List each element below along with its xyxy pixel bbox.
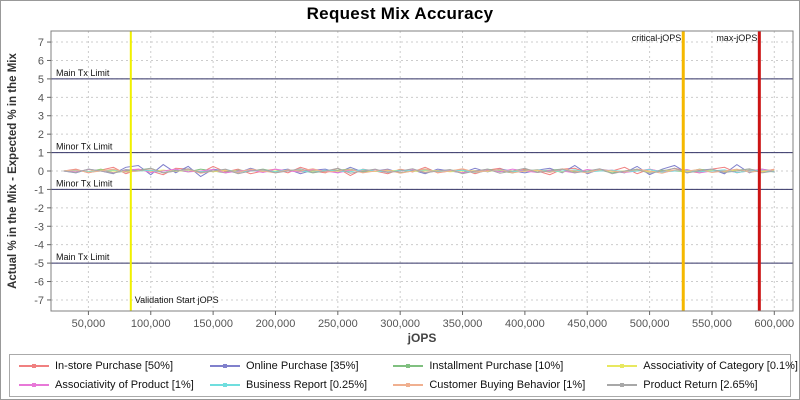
y-tick-label: 4 (38, 92, 44, 104)
legend-marker (19, 364, 49, 369)
max-jops-label: max-jOPS (716, 33, 757, 43)
validation-start-jops-label: Validation Start jOPS (135, 295, 219, 305)
legend-marker (210, 364, 240, 369)
limit-line-label: Minor Tx Limit (56, 178, 113, 188)
series-line (63, 167, 775, 175)
x-tick-label: 600,000 (754, 318, 794, 330)
x-tick-label: 300,000 (380, 318, 420, 330)
legend-marker (19, 382, 49, 387)
x-tick-label: 450,000 (567, 318, 607, 330)
y-tick-label: 5 (38, 74, 44, 86)
legend-marker (607, 364, 638, 369)
y-tick-label: 2 (38, 129, 44, 141)
y-tick-label: 3 (38, 111, 44, 123)
x-axis-label: jOPS (407, 331, 437, 345)
legend-marker (210, 382, 240, 387)
axes: 50,000 100,000 150,000 200,000 250,000 300,00… (34, 30, 794, 330)
legend-label: Online Purchase [35%] (246, 360, 359, 373)
legend-marker-shape (406, 382, 411, 387)
legend-item: Associativity of Category [0.1%] (606, 360, 798, 372)
legend-item: Business Report [0.25%] (209, 379, 392, 391)
legend-marker (393, 364, 424, 369)
y-tick-label: -1 (34, 184, 44, 196)
legend: In-store Purchase [50%] Online Purchase [… (9, 354, 798, 397)
limit-line-label: Main Tx Limit (56, 68, 110, 78)
legend-item: Product Return [2.65%] (606, 379, 782, 391)
legend-label: Product Return [2.65%] (643, 378, 758, 391)
x-tick-label: 100,000 (131, 318, 171, 330)
legend-marker (607, 382, 638, 387)
legend-item: Online Purchase [35%] (209, 360, 392, 372)
legend-item: Associativity of Product [1%] (18, 379, 209, 391)
chart-title: Request Mix Accuracy (306, 4, 494, 23)
legend-item: In-store Purchase [50%] (18, 360, 209, 372)
x-tick-label: 150,000 (193, 318, 233, 330)
y-tick-label: -4 (34, 240, 44, 252)
limit-line-label: Minor Tx Limit (56, 142, 113, 152)
legend-label: Business Report [0.25%] (246, 378, 368, 391)
y-tick-label: -6 (34, 277, 44, 289)
limit-lines: Main Tx Limit Minor Tx Limit Minor Tx Limi… (51, 68, 793, 264)
legend-marker-shape (32, 382, 36, 387)
legend-label: Associativity of Product [1%] (55, 378, 194, 391)
y-tick-label: 1 (38, 148, 44, 160)
legend-marker-shape (620, 364, 625, 369)
y-axis-label: Actual % in the Mix - Expected % in the … (7, 53, 19, 289)
legend-marker-shape (223, 382, 227, 387)
legend-marker-shape (223, 364, 227, 369)
x-tick-label: 400,000 (505, 318, 545, 330)
marker-lines: Validation Start jOPS critical-jOPS max-jO… (129, 31, 761, 311)
y-tick-label: -3 (34, 221, 44, 233)
legend-label: Associativity of Category [0.1%] (643, 360, 798, 373)
x-tick-label: 550,000 (692, 318, 732, 330)
x-tick-label: 250,000 (318, 318, 358, 330)
x-tick-label: 50,000 (72, 318, 106, 330)
legend-label: Installment Purchase [10%] (429, 360, 564, 373)
y-tick-label: 6 (38, 55, 44, 67)
legend-item: Customer Buying Behavior [1%] (392, 379, 606, 391)
series-lines (63, 163, 775, 178)
x-tick-label: 350,000 (443, 318, 483, 330)
critical-jops-label: critical-jOPS (632, 33, 682, 43)
y-tick-label: -2 (34, 203, 44, 215)
x-tick-label: 200,000 (256, 318, 296, 330)
legend-label: In-store Purchase [50%] (55, 360, 174, 373)
x-tick-label: 500,000 (630, 318, 670, 330)
chart-plot: Main Tx Limit Minor Tx Limit Minor Tx Limi… (7, 30, 794, 345)
y-tick-label: 7 (38, 37, 44, 49)
y-tick-label: -5 (34, 258, 44, 270)
legend-marker-shape (406, 364, 411, 369)
limit-line-label: Main Tx Limit (56, 252, 110, 262)
y-tick-label: -7 (34, 295, 44, 307)
legend-label: Customer Buying Behavior [1%] (429, 378, 586, 391)
legend-marker (393, 382, 424, 387)
y-tick-label: 0 (38, 166, 44, 178)
legend-item: Installment Purchase [10%] (392, 360, 606, 372)
legend-marker-shape (32, 364, 36, 369)
legend-marker-shape (620, 382, 625, 387)
